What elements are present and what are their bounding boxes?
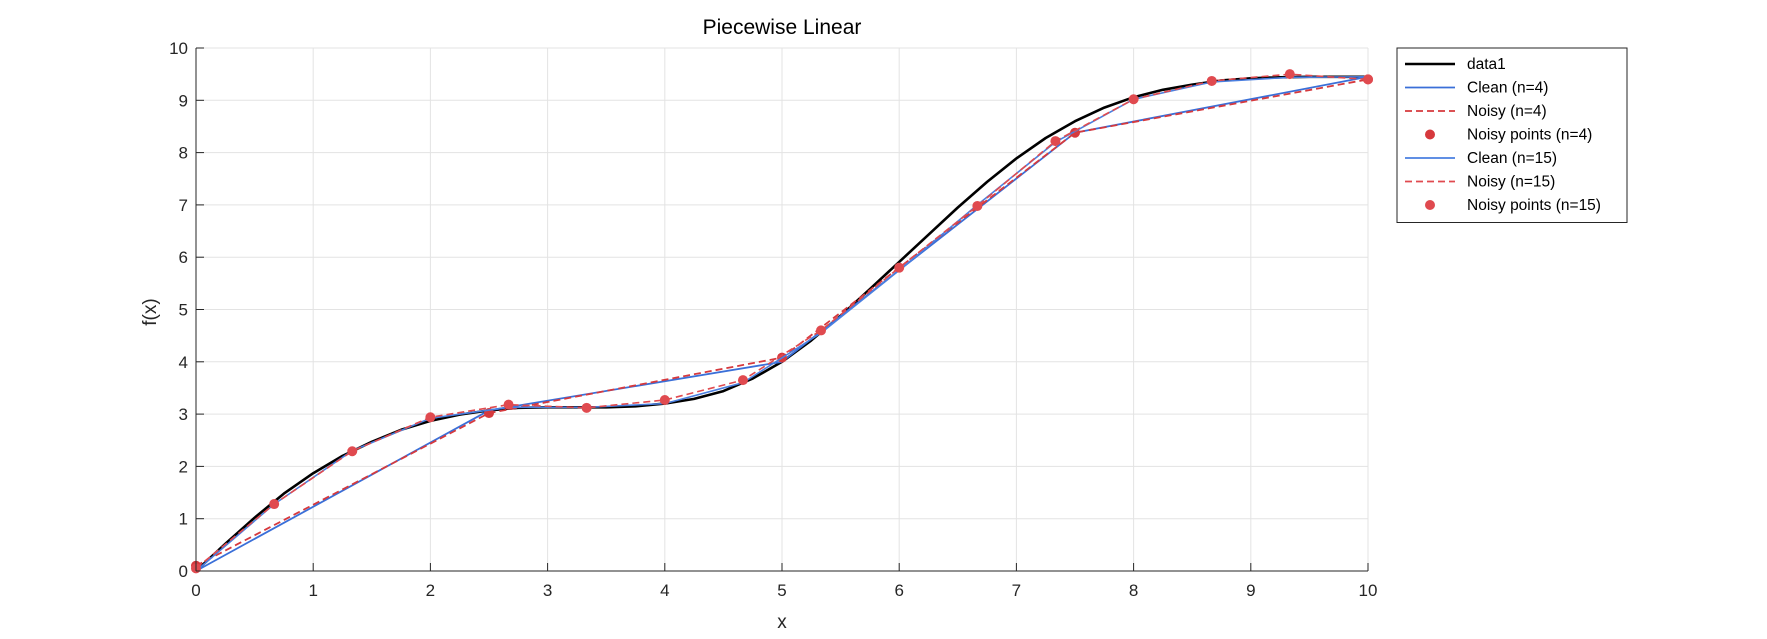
legend-swatch-marker bbox=[1425, 200, 1435, 210]
chart-title: Piecewise Linear bbox=[703, 16, 862, 39]
legend-entry-label: Noisy points (n=15) bbox=[1467, 197, 1601, 214]
series-6-point bbox=[972, 200, 983, 211]
series-6-point bbox=[1363, 74, 1373, 85]
series-6-point bbox=[816, 325, 827, 336]
x-tick-label: 2 bbox=[426, 581, 435, 600]
y-tick-label: 9 bbox=[179, 91, 188, 110]
x-tick-label: 9 bbox=[1246, 581, 1255, 600]
x-axis-label: x bbox=[777, 612, 787, 633]
y-tick-label: 0 bbox=[179, 562, 188, 581]
series-6-point bbox=[1284, 69, 1295, 80]
series-4-line bbox=[195, 76, 1369, 572]
y-tick-label: 7 bbox=[179, 196, 188, 215]
series-6-point bbox=[659, 394, 670, 405]
y-tick-label: 3 bbox=[179, 405, 188, 424]
y-tick-label: 2 bbox=[179, 457, 188, 476]
x-tick-label: 10 bbox=[1359, 581, 1378, 600]
series-6-point bbox=[425, 412, 436, 423]
series-6-point bbox=[581, 402, 592, 413]
series-6-point bbox=[894, 262, 905, 273]
series-6-point bbox=[347, 446, 358, 457]
y-tick-label: 6 bbox=[179, 248, 188, 267]
x-tick-label: 6 bbox=[894, 581, 903, 600]
x-tick-label: 1 bbox=[308, 581, 317, 600]
y-tick-label: 1 bbox=[179, 510, 188, 529]
y-tick-label: 10 bbox=[169, 39, 188, 58]
legend-box bbox=[1396, 47, 1628, 223]
legend-entry-label: Noisy (n=15) bbox=[1467, 174, 1555, 191]
series-6-point bbox=[737, 375, 748, 386]
legend-entry-label: Clean (n=15) bbox=[1467, 150, 1557, 167]
y-tick-label: 8 bbox=[179, 144, 188, 163]
x-tick-label: 7 bbox=[1012, 581, 1021, 600]
x-tick-label: 3 bbox=[543, 581, 552, 600]
y-tick-label: 4 bbox=[179, 353, 188, 372]
y-axis-label: f(x) bbox=[140, 298, 161, 325]
legend-entry-label: data1 bbox=[1467, 56, 1506, 73]
legend-entry-label: Clean (n=4) bbox=[1467, 80, 1548, 97]
legend-entry-label: Noisy (n=4) bbox=[1467, 103, 1547, 120]
grid bbox=[195, 47, 1369, 572]
series-6-point bbox=[503, 399, 514, 410]
x-tick-label: 4 bbox=[660, 581, 669, 600]
series-6-point bbox=[1206, 75, 1217, 86]
y-tick-label: 5 bbox=[179, 301, 188, 320]
x-tick-label: 5 bbox=[777, 581, 786, 600]
series-6-point bbox=[269, 499, 280, 510]
series-6-point bbox=[1050, 136, 1061, 147]
legend: data1 Clean (n=4) Noisy (n=4) Noisy points … bbox=[1396, 47, 1628, 223]
series-5-line bbox=[195, 73, 1369, 570]
axes: 0 1 2 3 4 5 6 7 8 9 10 0 1 2 3 4 5 6 7 8 9 10 bbox=[169, 39, 1377, 600]
series-6-point bbox=[1128, 94, 1139, 105]
legend-swatch-marker bbox=[1425, 129, 1435, 140]
x-tick-label: 8 bbox=[1129, 581, 1138, 600]
legend-entry-label: Noisy points (n=4) bbox=[1467, 127, 1592, 144]
plot-series bbox=[191, 69, 1373, 574]
x-tick-label: 0 bbox=[191, 581, 200, 600]
